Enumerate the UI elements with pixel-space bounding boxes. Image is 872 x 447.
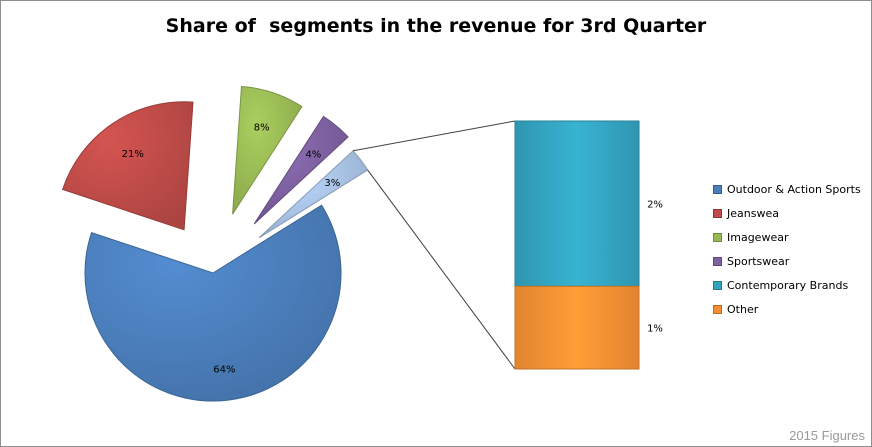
legend-swatch	[713, 256, 722, 266]
pie-label-outdoor-action-sports: 64%	[213, 364, 235, 375]
pie-slice-jeanswea	[61, 101, 194, 231]
pie-slice-outdoor-action-sports	[84, 204, 342, 402]
legend-label: Contemporary Brands	[727, 278, 849, 292]
legend-label: Imagewear	[727, 230, 789, 244]
legend-swatch	[713, 208, 722, 218]
pie-label-imagewear: 8%	[254, 123, 270, 134]
watermark: 2015 Figures	[789, 428, 865, 443]
legend-label: Other	[727, 302, 759, 316]
pie-label-sportswear: 4%	[305, 149, 321, 160]
bar-segment-contemporary-brands	[514, 120, 640, 287]
pie-slice-imagewear	[232, 85, 303, 215]
bar-segment-other	[514, 285, 640, 370]
pie-label-other: 3%	[324, 178, 340, 189]
bar-label-other: 1%	[647, 324, 663, 335]
legend-swatch	[713, 232, 722, 242]
chart-title: Share of segments in the revenue for 3rd…	[165, 15, 707, 37]
legend-label: Sportswear	[727, 254, 790, 268]
legend-item-imagewear: Imagewear	[713, 225, 861, 249]
legend-item-outdoor-action-sports: Outdoor & Action Sports	[713, 177, 861, 201]
connector-line-bottom	[367, 169, 516, 370]
legend-swatch	[713, 280, 722, 290]
bar-label-contemporary-brands: 2%	[647, 200, 663, 211]
legend-label: Jeanswea	[727, 206, 779, 220]
legend-item-sportswear: Sportswear	[713, 249, 861, 273]
legend-item-jeanswea: Jeanswea	[713, 201, 861, 225]
legend-swatch	[713, 184, 722, 194]
pie-slice-sportswear	[253, 115, 349, 225]
connector-line-top	[352, 120, 516, 152]
pie-label-jeanswea: 21%	[122, 149, 144, 160]
legend-swatch	[713, 304, 722, 314]
legend: Outdoor & Action Sports Jeanswea Imagewear…	[713, 177, 861, 321]
legend-item-other: Other	[713, 297, 861, 321]
legend-label: Outdoor & Action Sports	[727, 182, 861, 196]
legend-item-contemporary-brands: Contemporary Brands	[713, 273, 861, 297]
